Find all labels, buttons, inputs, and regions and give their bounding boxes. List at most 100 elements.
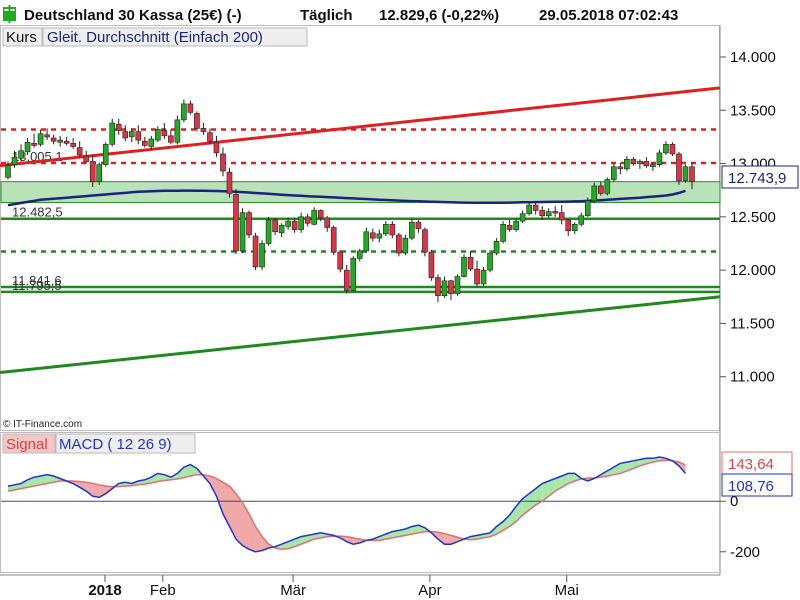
candle-39 xyxy=(259,243,265,268)
macd-fill-76 xyxy=(503,515,510,531)
candle-6 xyxy=(44,134,50,138)
candle-49 xyxy=(324,217,331,228)
kurs-legend-box[interactable] xyxy=(2,27,43,47)
candle-13 xyxy=(89,161,96,182)
macd-fill-81 xyxy=(535,483,543,506)
macd-fill-92 xyxy=(607,467,614,476)
macd-fill-67 xyxy=(444,533,451,545)
candle-90 xyxy=(591,185,598,202)
candle-29 xyxy=(194,113,200,129)
macd-fill-2 xyxy=(21,479,28,489)
signal-legend: Signal xyxy=(6,436,48,453)
macd-fill-32 xyxy=(216,478,223,514)
candle-43 xyxy=(285,220,291,227)
trendline-support xyxy=(0,295,721,374)
candle-91 xyxy=(597,185,604,194)
macd-fill-60 xyxy=(398,529,406,537)
x-tick-label-0: 2018 xyxy=(88,582,121,599)
candle-24 xyxy=(161,130,168,137)
candle-80 xyxy=(526,204,532,214)
macd-fill-52 xyxy=(346,536,354,545)
macd-fill-84 xyxy=(555,475,562,492)
candle-52 xyxy=(343,269,350,291)
macd-fill-35 xyxy=(236,493,243,546)
quote-label: 12.829,6 (-0,22%) xyxy=(379,7,499,24)
candle-38 xyxy=(252,235,259,268)
candle-41 xyxy=(272,219,278,233)
candle-70 xyxy=(461,257,467,277)
candle-76 xyxy=(500,224,506,242)
candle-78 xyxy=(513,220,519,230)
candle-68 xyxy=(448,280,454,294)
candle-48 xyxy=(317,210,324,219)
x-tick-label-2: Mär xyxy=(280,582,306,599)
candle-30 xyxy=(200,128,207,132)
candle-82 xyxy=(539,210,545,217)
macd-fill-5 xyxy=(40,474,48,485)
macd-fill-39 xyxy=(262,536,269,551)
level-label-7: 11.795,5 xyxy=(12,278,62,293)
sma-legend-box[interactable] xyxy=(42,27,308,47)
macd-fill-4 xyxy=(34,475,41,487)
sma-line xyxy=(7,189,686,207)
macd-legend-box[interactable] xyxy=(55,433,196,454)
macd-fill-59 xyxy=(392,530,399,538)
kurs-legend: Kurs xyxy=(6,29,37,46)
candle-11 xyxy=(76,147,83,156)
candle-67 xyxy=(441,280,448,297)
macd-fill-34 xyxy=(229,486,236,540)
candle-75 xyxy=(493,241,500,254)
candle-101 xyxy=(663,144,669,154)
signal-legend-box[interactable] xyxy=(2,433,56,454)
candle-51 xyxy=(337,251,344,270)
candle-58 xyxy=(383,224,389,235)
level-label-4: 12.482,5 xyxy=(12,205,63,220)
trendline-resistance xyxy=(0,86,721,168)
x-tick-label-4: Mai xyxy=(555,582,579,599)
price-panel xyxy=(0,25,720,431)
candle-36 xyxy=(239,212,246,252)
candle-57 xyxy=(376,233,383,239)
candle-55 xyxy=(363,231,370,252)
candle-85 xyxy=(558,212,565,221)
candle-32 xyxy=(213,141,220,154)
candle-72 xyxy=(474,268,480,285)
candle-92 xyxy=(604,179,611,194)
macd-fill-12 xyxy=(86,482,93,497)
candle-2 xyxy=(18,150,24,159)
support-band xyxy=(0,181,721,203)
candle-69 xyxy=(454,276,461,294)
candle-27 xyxy=(181,103,187,121)
signal-line xyxy=(7,459,686,551)
candle-1 xyxy=(11,156,18,165)
macd-fill-66 xyxy=(437,532,445,545)
candle-84 xyxy=(552,211,559,214)
sma-value-box xyxy=(721,165,799,189)
candle-45 xyxy=(298,216,304,230)
candle-19 xyxy=(128,131,135,138)
candle-46 xyxy=(304,216,311,224)
candle-9 xyxy=(63,140,70,144)
macd-value-box xyxy=(721,473,793,497)
macd-fill-23 xyxy=(157,473,165,482)
price-tick-label-3: 12.500 xyxy=(730,209,776,226)
macd-yticks: -200 0 xyxy=(720,493,760,561)
candle-89 xyxy=(584,200,591,217)
candle-105 xyxy=(689,166,695,182)
macd-fill-27 xyxy=(183,464,191,478)
candle-71 xyxy=(467,257,474,270)
macd-fill-22 xyxy=(151,473,158,484)
candle-65 xyxy=(428,251,435,278)
candle-8 xyxy=(57,139,63,143)
candle-3 xyxy=(24,141,31,153)
candle-34 xyxy=(226,171,233,194)
macd-fill-28 xyxy=(190,464,197,476)
candle-15 xyxy=(102,144,109,165)
candle-66 xyxy=(435,277,441,297)
macd-legend: MACD ( 12 26 9) xyxy=(59,436,172,453)
candle-18 xyxy=(122,131,129,139)
candle-60 xyxy=(396,234,402,254)
candle-7 xyxy=(50,137,57,142)
price-tick-label-6: 14.000 xyxy=(730,49,776,66)
price-tick-label-1: 11.500 xyxy=(730,315,775,332)
